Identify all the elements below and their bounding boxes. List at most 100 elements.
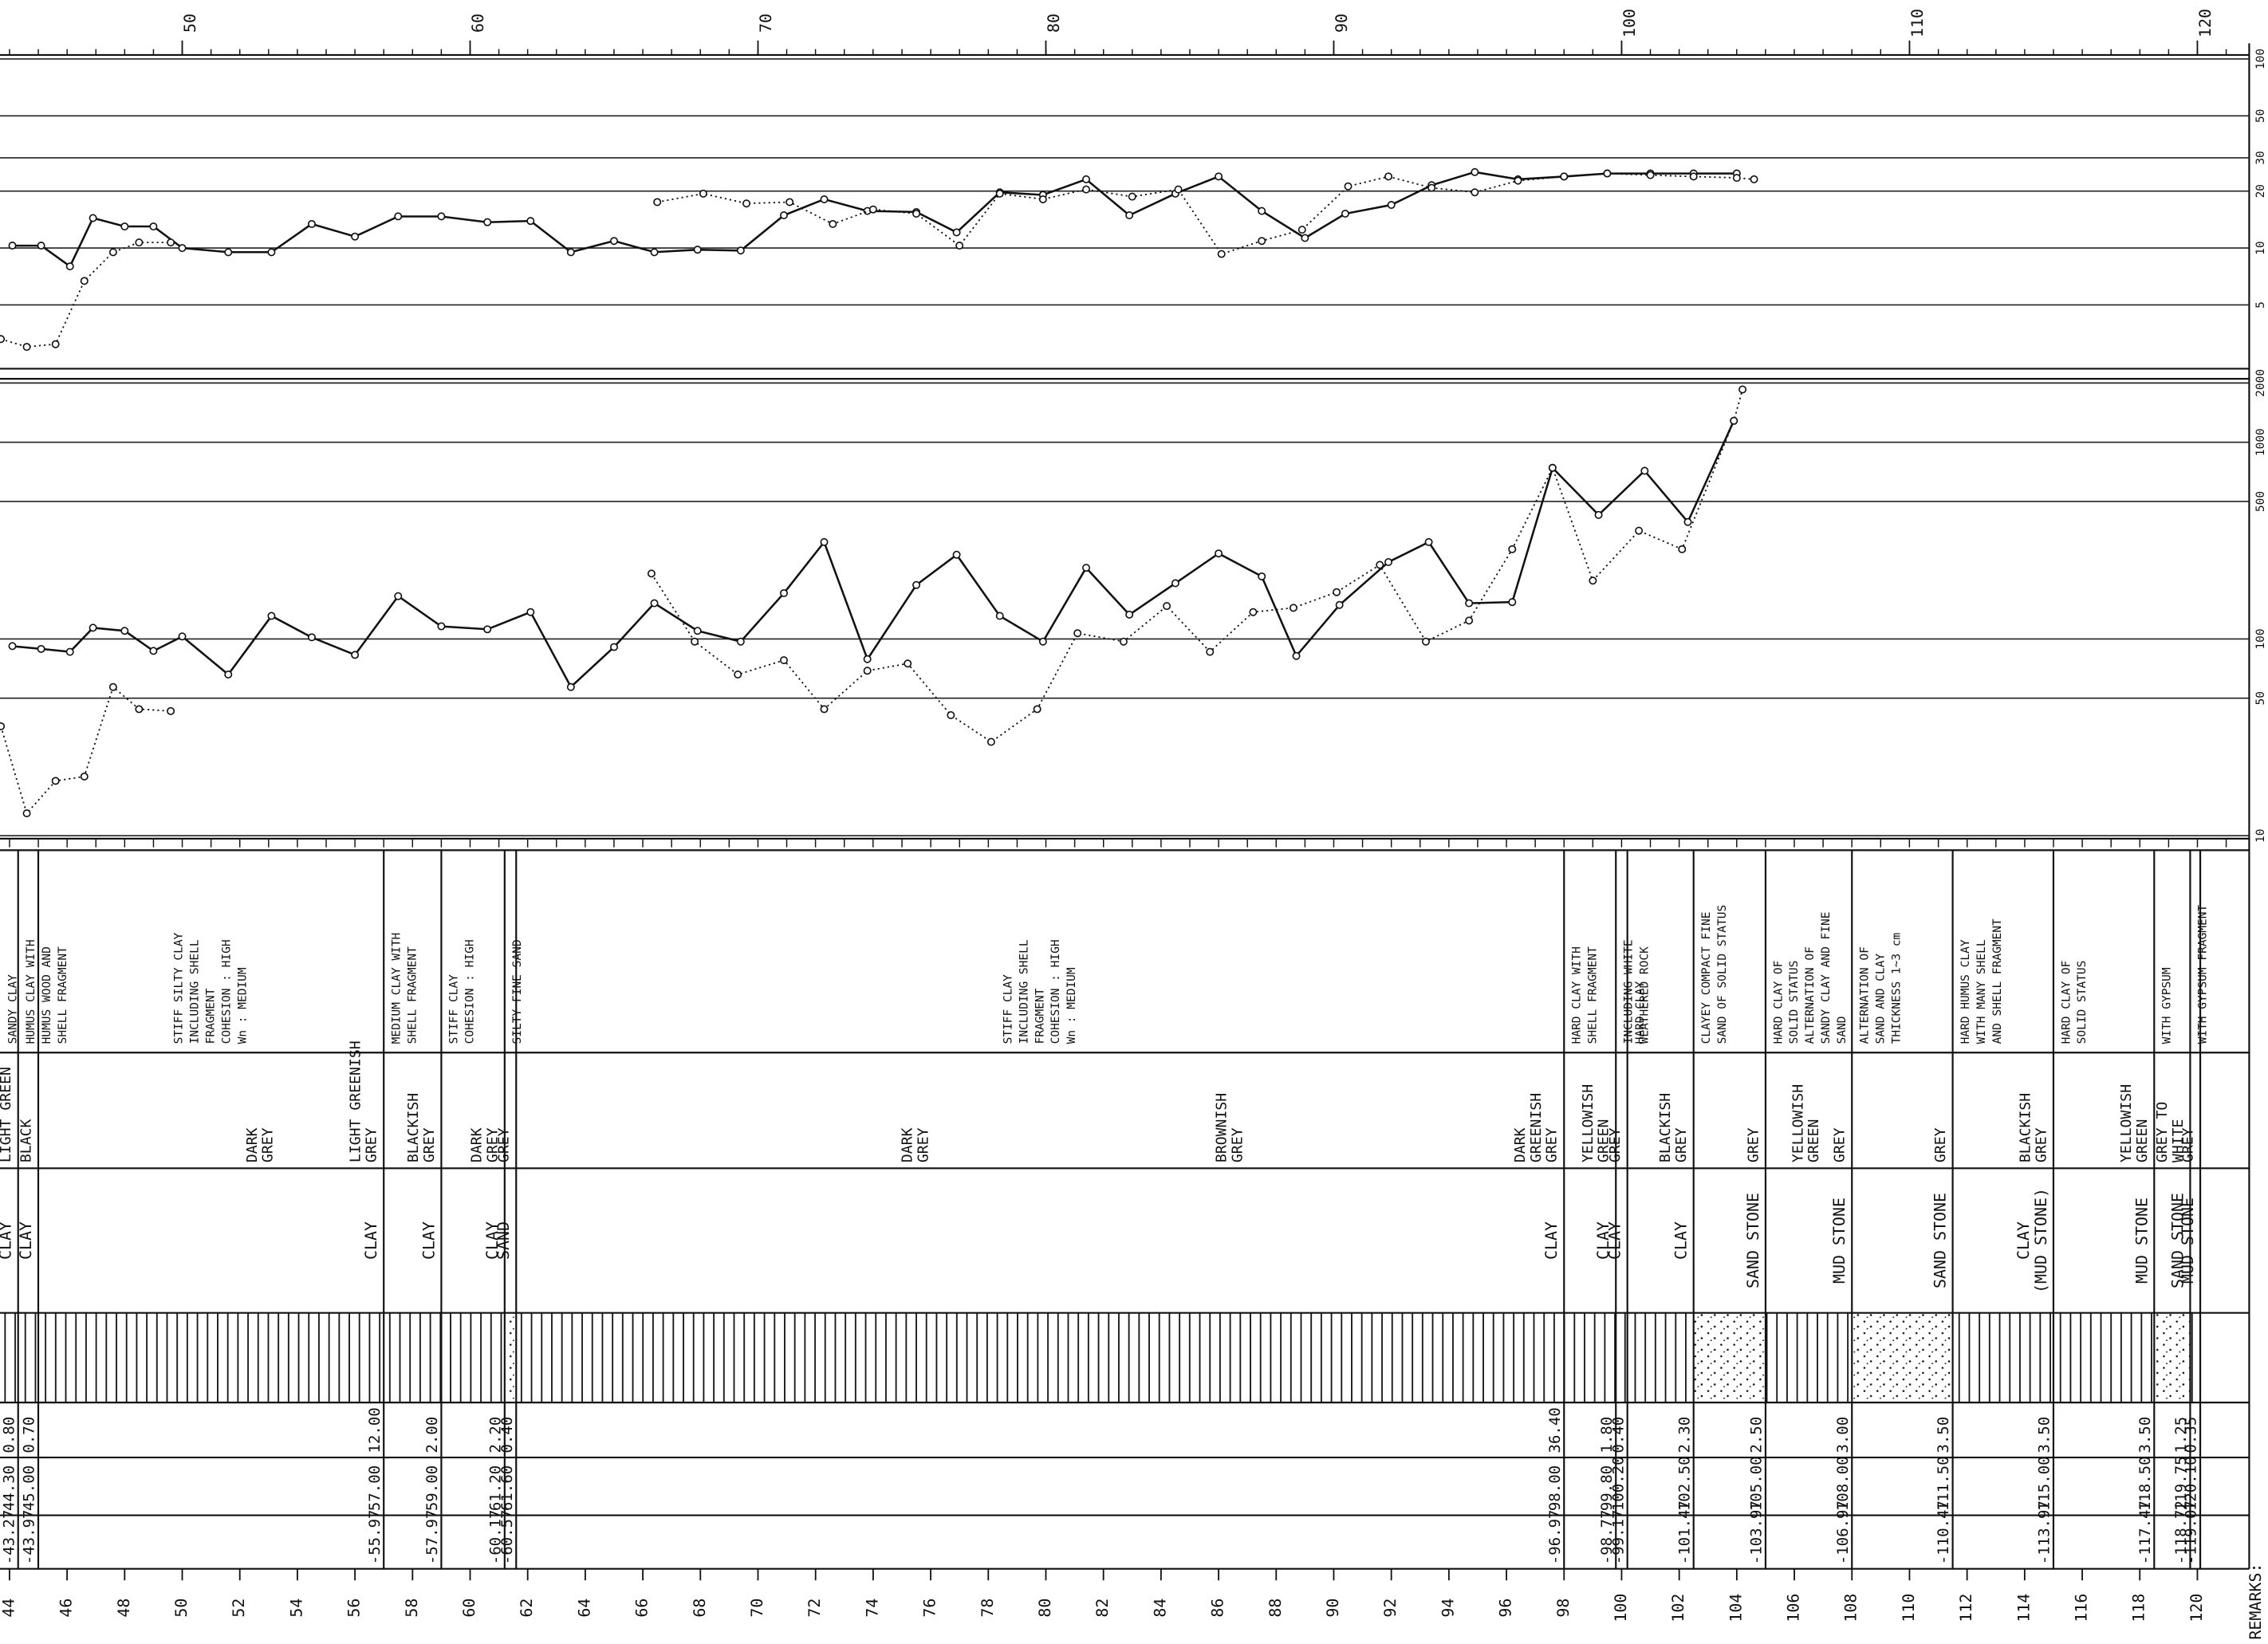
top-tick-label: 60 [468,14,487,33]
depth: 102.50 [1675,1456,1693,1511]
data-point [912,580,921,589]
depth: 99.80 [1598,1465,1616,1511]
data-point [351,651,360,659]
data-point [526,217,535,226]
thickness: 2.00 [423,1417,441,1453]
depth-label: 110 [1899,1594,1918,1622]
layer-color: YELLOWISH [1790,1084,1806,1162]
layer-description: SHELL FRAGMENT [406,946,419,1044]
data-point [1589,576,1597,585]
data-point [135,705,144,714]
depth-label: 108 [1841,1594,1860,1622]
data-point [1421,637,1430,646]
layer-color: LIGHT GREEN [0,1067,14,1162]
layer-description: STIFF CLAY [448,974,461,1044]
elevation: -43.27 [0,1510,18,1565]
elevation: -106.97 [1834,1500,1852,1564]
data-point [178,244,187,253]
data-point [1560,172,1569,181]
series-line [0,686,171,815]
lithology-pattern [2154,1312,2191,1403]
layer-color: BROWNISH [1214,1093,1230,1162]
depth-label: 104 [1726,1594,1745,1622]
depth-label: 116 [2072,1594,2091,1622]
layer-description: SAND OF SOLID STATUS [1716,905,1729,1044]
layer-description: MEDIUM CLAY WITH [391,933,404,1044]
data-point [267,612,276,620]
layer-color: GREEN [1805,1119,1822,1163]
data-point [89,214,97,222]
data-point [1683,517,1692,526]
layer-color: WHITE [2170,1119,2187,1163]
soil-name: CLAY [2014,1221,2033,1260]
data-point [955,242,964,250]
frame [0,43,2250,1570]
depth-label: 74 [862,1599,881,1618]
data-point [1082,175,1091,183]
data-point [224,670,233,678]
depth-label: 114 [2014,1594,2033,1622]
y-tick-label: 100 [2254,49,2267,69]
top-tick-label: 100 [1620,9,1639,37]
series-line [0,242,171,348]
layer-description: COHESION : HIGH [221,939,234,1044]
data-point [437,212,446,221]
data-point [1465,599,1474,608]
data-point [868,205,877,214]
layer-color: GREY [2180,1127,2197,1162]
data-point [1514,176,1522,185]
data-point [1038,195,1047,203]
layer-description: SILTY FINE SAND [511,939,524,1044]
thickness: 0.35 [2183,1417,2200,1453]
data-point [1427,183,1436,192]
layer-color: GREY [260,1127,277,1162]
data-point [1171,579,1179,588]
data-point [1689,172,1698,181]
data-point [1292,651,1301,660]
data-point [51,340,60,348]
data-point [653,198,662,206]
soil-name: SAND STONE [2168,1193,2187,1288]
soil-name: CLAY [0,1221,15,1260]
soil-name: CLAY [16,1221,35,1260]
data-point [1678,545,1687,553]
y-tick-label: 5 [2254,301,2267,309]
depth-label: 66 [632,1599,652,1618]
layer-description: HUMUS CLAY WITH [25,939,37,1044]
data-point [1258,572,1266,580]
elevation: -60.17 [486,1510,504,1565]
soil-name: CLAY [419,1221,438,1260]
y-tick-label: 500 [2254,491,2267,512]
data-point [108,682,117,691]
data-point [22,343,31,352]
series-line [657,172,1754,255]
data-point [1635,526,1644,535]
layer-color: BLACKISH [1657,1093,1674,1162]
layer-color: GREENISH [1528,1093,1545,1162]
layer-color: GREY [1607,1127,1624,1162]
data-point [947,711,955,719]
data-point [307,633,316,642]
layer-color: BLACKISH [405,1093,422,1162]
data-point [1646,171,1655,179]
depth-label: 56 [345,1599,364,1618]
data-point [1297,226,1306,234]
layer-color: GREY [915,1127,931,1162]
thickness: 1.80 [1598,1417,1616,1453]
data-point [1730,416,1738,425]
depth-label: 50 [171,1599,191,1618]
data-point [1301,234,1309,242]
thickness: 0.40 [498,1417,516,1453]
data-point [693,627,702,635]
data-point [65,647,74,656]
elevation: -103.97 [1748,1500,1766,1564]
layer-description: SHELL FRAGMENT [57,946,69,1044]
data-point [167,706,175,715]
layer-color: GREY [496,1127,513,1162]
depth: 115.00 [2036,1456,2053,1511]
lithology-pattern [441,1312,505,1403]
data-point [37,242,45,250]
data-point [437,622,446,631]
thickness: 36.40 [1546,1407,1564,1453]
data-point [820,705,829,714]
